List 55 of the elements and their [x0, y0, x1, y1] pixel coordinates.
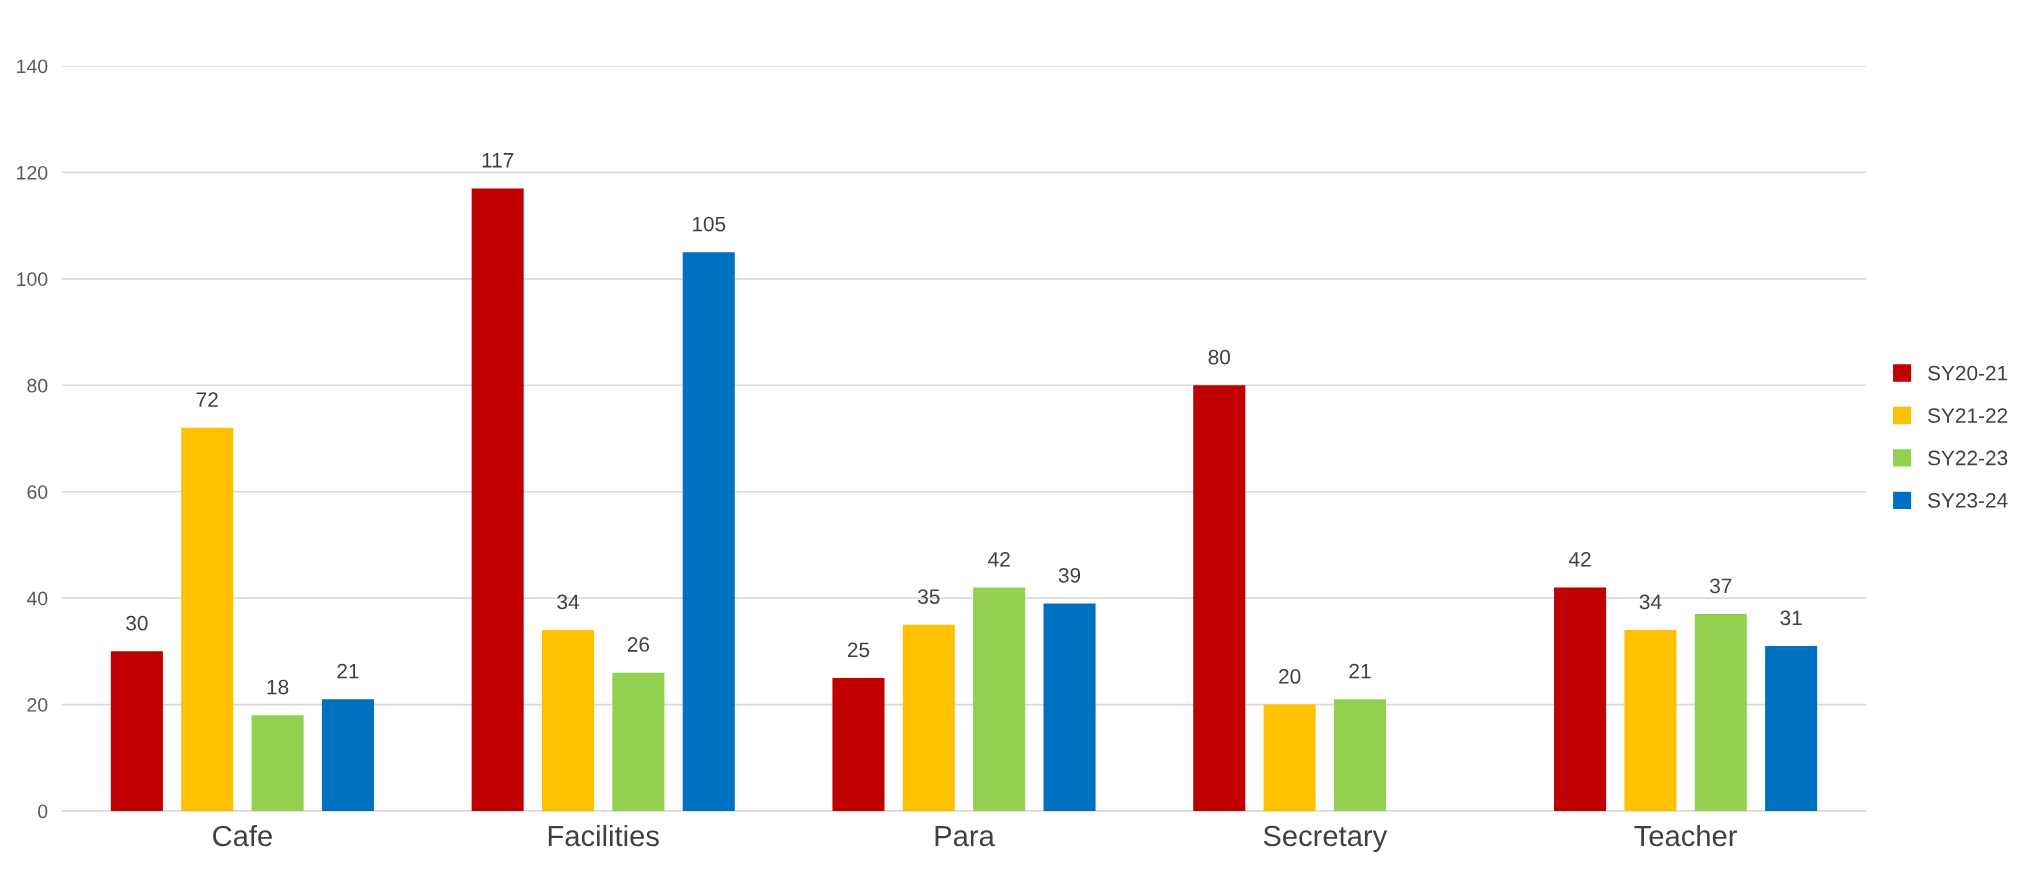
data-label: 26: [627, 637, 650, 652]
x-tick-label: Teacher: [1634, 824, 1737, 847]
data-label: 105: [692, 216, 726, 232]
x-tick-label: Secretary: [1263, 825, 1388, 853]
y-tick-label: 40: [26, 591, 48, 606]
bar: [682, 252, 735, 811]
data-label: 21: [1349, 663, 1371, 679]
bar: [110, 651, 163, 811]
y-tick-label: 140: [17, 59, 48, 74]
y-tick-label: 60: [27, 485, 48, 499]
data-label: 20: [1279, 669, 1301, 684]
y-tick-label: 120: [17, 165, 48, 180]
y-tick-label: 20: [27, 698, 48, 712]
legend-label: SY22-23: [1928, 450, 2008, 466]
bar: [1043, 603, 1096, 811]
bar: [973, 587, 1026, 811]
data-label: 18: [267, 679, 289, 695]
legend-label: SY23-24: [1928, 493, 2008, 508]
y-tick-label: 100: [17, 272, 48, 287]
data-label: 42: [1568, 551, 1591, 567]
bar: [1333, 699, 1387, 811]
data-label: 35: [918, 589, 940, 604]
bar: [471, 188, 524, 811]
data-label: 21: [337, 663, 359, 679]
data-label: 117: [482, 153, 514, 168]
data-label: 34: [1639, 594, 1662, 610]
data-label: 42: [988, 551, 1010, 567]
data-label: 72: [196, 392, 218, 407]
bar: [1263, 704, 1316, 811]
bar: [1193, 385, 1246, 811]
bar: [181, 427, 234, 811]
data-label: 39: [1058, 567, 1081, 583]
legend-label: SY20-21: [1928, 365, 2008, 381]
bar: [321, 699, 374, 811]
x-tick-label: Cafe: [213, 824, 272, 847]
x-tick-label: Para: [935, 825, 995, 847]
bar: [251, 715, 304, 811]
data-label: 25: [847, 642, 870, 658]
data-label: 30: [126, 615, 148, 631]
legend-label: SY21-22: [1928, 408, 2008, 423]
bar: [612, 672, 665, 811]
data-label: 80: [1208, 349, 1231, 365]
bar: [1554, 587, 1607, 811]
bar: [1694, 614, 1747, 811]
y-tick-label: 0: [38, 804, 48, 819]
data-label: 34: [557, 594, 579, 610]
bar: [541, 630, 595, 811]
data-label: 31: [1780, 610, 1802, 626]
bar: [1624, 630, 1677, 811]
x-tick-label: Facilities: [548, 824, 659, 847]
bar: [832, 677, 885, 811]
bar: [1765, 646, 1818, 811]
bar: [902, 624, 955, 811]
data-label: 37: [1709, 578, 1732, 594]
y-tick-label: 80: [27, 378, 48, 393]
